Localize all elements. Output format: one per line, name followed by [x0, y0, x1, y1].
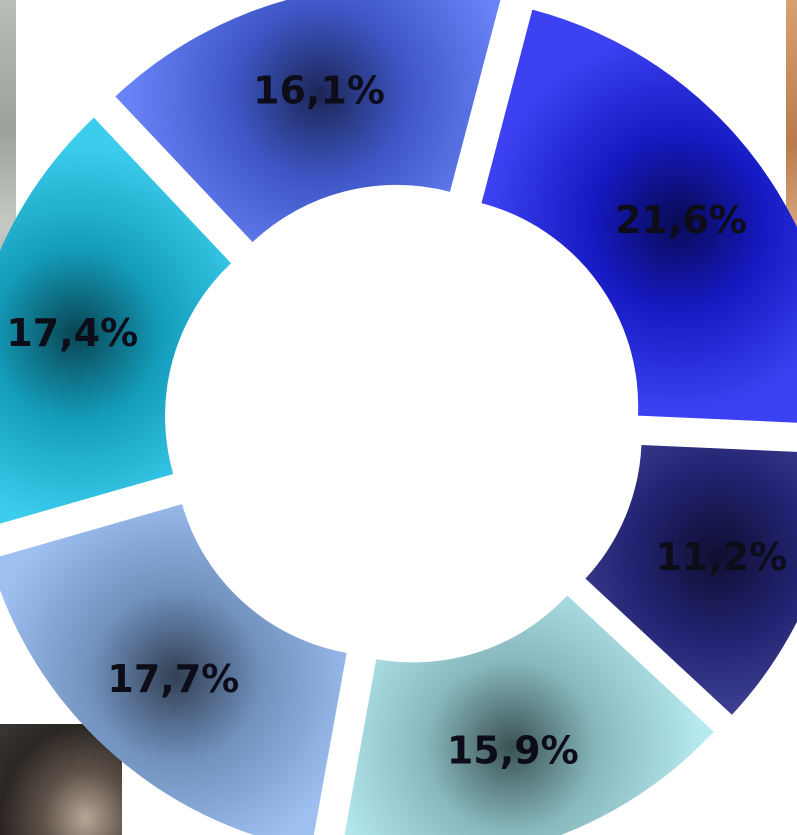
slice-label-3: 11,2% [655, 535, 787, 579]
slice-label-5: 17,7% [107, 657, 239, 701]
slice-label-0: 17,4% [6, 311, 138, 355]
slice-4 [344, 595, 714, 835]
slice-5 [0, 504, 347, 835]
slice-labels: 17,4% 16,1% 21,6% 11,2% 15,9% 17,7% [6, 69, 787, 773]
slice-label-4: 15,9% [447, 728, 579, 772]
slice-0 [0, 117, 232, 524]
slice-3 [585, 444, 797, 715]
slice-label-1: 16,1% [253, 69, 385, 113]
slice-label-2: 21,6% [615, 198, 747, 242]
slice-2 [481, 9, 797, 423]
slice-1 [115, 0, 501, 243]
background-photo-top-right [786, 0, 797, 318]
